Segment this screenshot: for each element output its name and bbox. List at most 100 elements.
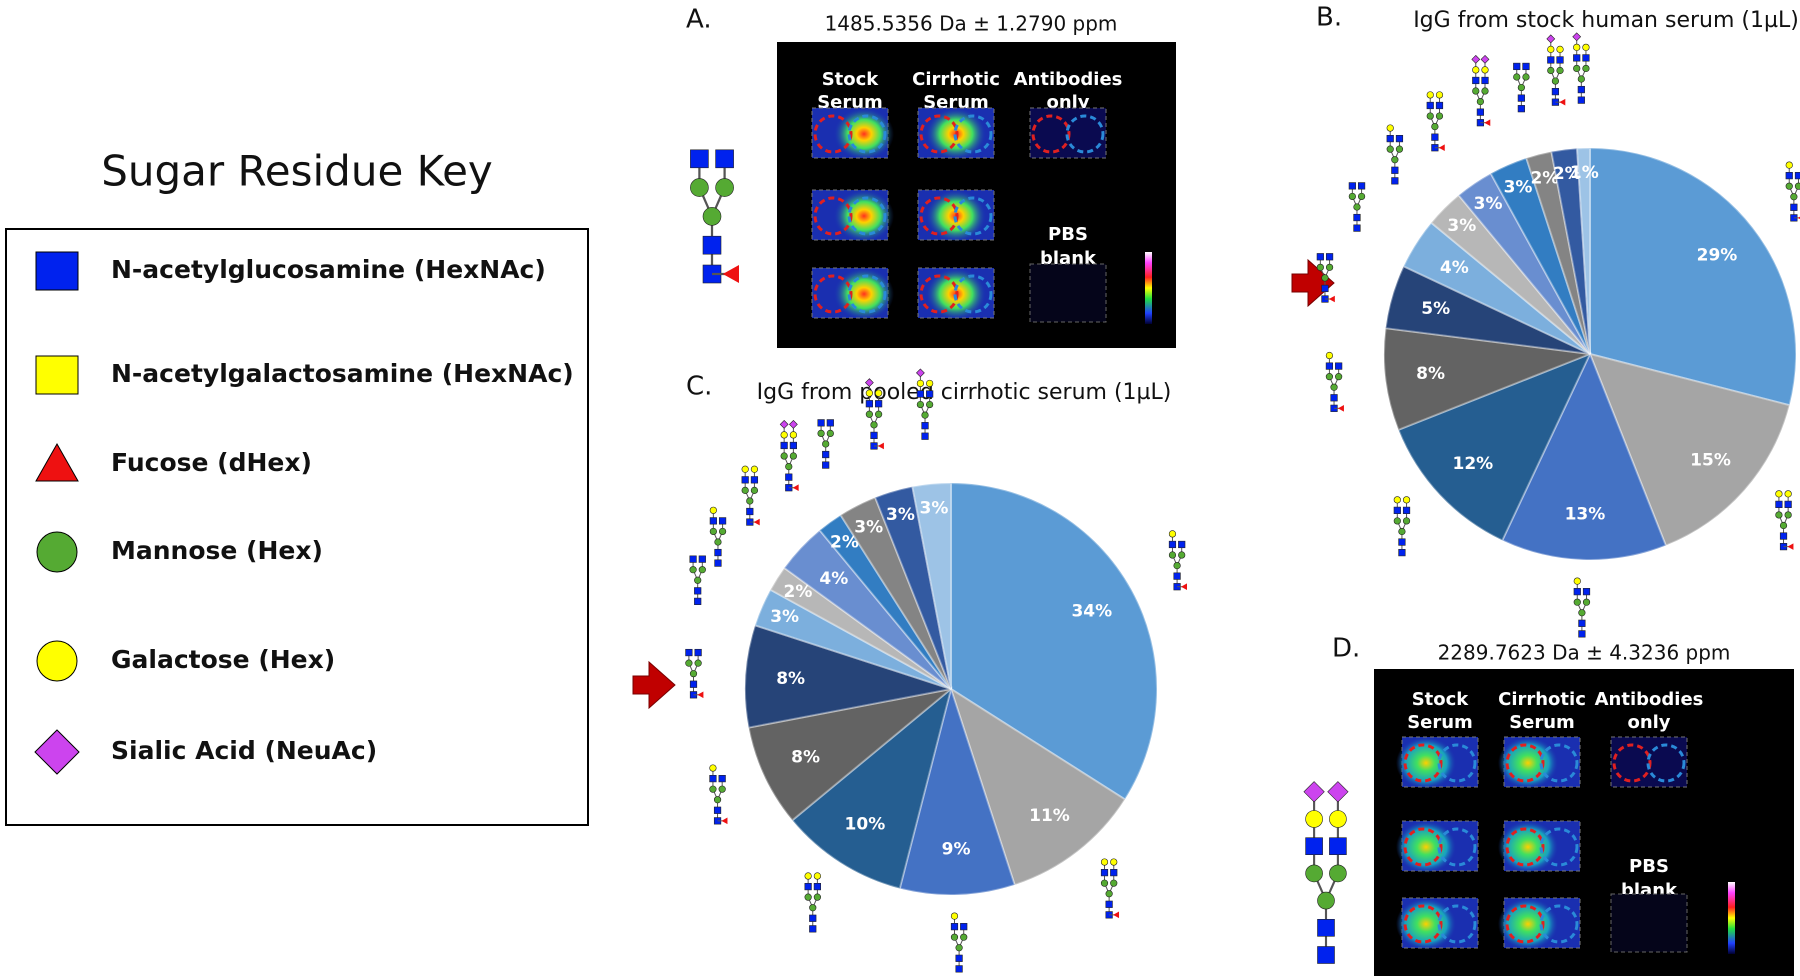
glycan-icon	[1785, 161, 1800, 222]
glycan-circle	[1321, 274, 1329, 282]
arrow	[632, 660, 676, 710]
glycan-circle	[1178, 551, 1186, 559]
glycan-diamond	[1572, 32, 1582, 42]
glycan-circle	[813, 893, 821, 901]
glycan-square	[1517, 94, 1525, 102]
glycan-circle	[804, 872, 812, 880]
glycan-circle	[870, 421, 878, 429]
slice-label: 34%	[1071, 602, 1112, 622]
glycan-circle	[1513, 73, 1521, 81]
column-header: only	[1046, 92, 1089, 113]
glycan-square	[926, 390, 934, 398]
dashed-circle	[1612, 743, 1652, 783]
well	[1610, 893, 1688, 953]
slice-label: 2%	[830, 532, 859, 552]
pie-slice	[1550, 147, 1591, 355]
glycan-triangle	[1328, 295, 1335, 303]
slice-label: 8%	[791, 747, 820, 767]
key-icon	[34, 729, 80, 775]
glycan-square	[718, 775, 726, 783]
column-header: Cirrhotic	[1498, 689, 1586, 710]
glycan-square	[689, 680, 698, 688]
glycan-icon	[779, 419, 799, 492]
column-header: only	[1627, 712, 1670, 733]
glycan-square	[822, 461, 830, 469]
glycan-circle	[875, 410, 883, 418]
slice-label: 3%	[886, 505, 915, 525]
key-icon	[35, 355, 79, 395]
glycan-square	[1325, 253, 1334, 261]
glycan-circle	[1790, 193, 1798, 201]
glycan-square	[1330, 394, 1338, 402]
slice-label: 9%	[942, 840, 971, 860]
glycan-square	[1578, 630, 1586, 638]
glycan-square	[1393, 506, 1401, 514]
glycan-circle	[1784, 490, 1792, 498]
glycan-circle	[804, 893, 812, 901]
pie-slice	[839, 496, 952, 690]
glycan-circle	[709, 764, 717, 772]
glycan-circle	[1393, 496, 1401, 504]
glycan-icon	[1573, 577, 1591, 638]
glycan-triangle	[1438, 144, 1445, 152]
pie-slice	[1384, 264, 1591, 355]
glycan-circle	[1573, 598, 1581, 606]
glycan-square	[1481, 76, 1489, 85]
slice-label: 3%	[1474, 194, 1503, 214]
glycan-square	[1435, 101, 1444, 110]
glycan-triangle	[722, 265, 739, 283]
panel-label: A.	[686, 5, 712, 35]
glycan-circle	[1402, 517, 1411, 525]
glycan-square	[694, 587, 702, 595]
glycan-square	[1353, 224, 1361, 232]
glycan-square	[694, 597, 702, 605]
glycan-circle	[1556, 45, 1564, 53]
glycan-square	[1513, 62, 1521, 71]
dashed-circle	[1505, 743, 1545, 783]
glycan-square	[955, 965, 963, 973]
key-label: Mannose (Hex)	[111, 536, 323, 565]
pie-slice	[1576, 146, 1591, 355]
glycan-square	[709, 517, 717, 525]
key-label: Galactose (Hex)	[111, 645, 335, 674]
glycan-icon	[864, 378, 884, 450]
glycan-square	[804, 882, 812, 891]
glycan-icon	[1303, 781, 1349, 964]
glycan-icon	[1325, 351, 1344, 412]
glycan-circle	[916, 400, 925, 409]
glycan-square	[1402, 506, 1411, 514]
glycan-circle	[780, 431, 788, 439]
key-label: Sialic Acid (NeuAc)	[111, 736, 377, 765]
glycan-square	[1348, 182, 1356, 190]
glycan-circle	[1556, 66, 1564, 75]
glycan-circle	[826, 429, 834, 438]
mass-title: 2289.7623 Da ± 4.3236 ppm	[1438, 641, 1731, 665]
glycan-circle	[1110, 879, 1118, 887]
glycan-square	[1522, 62, 1530, 71]
glycan-square	[1431, 133, 1439, 141]
glycan-circle	[950, 933, 959, 941]
glycan-circle	[1305, 864, 1323, 883]
dashed-circle	[1065, 114, 1105, 154]
glycan-circle	[1386, 145, 1394, 153]
glycan-circle	[709, 785, 717, 793]
glycan-diamond	[864, 378, 874, 387]
glycan-circle	[1426, 112, 1434, 120]
dashed-circle	[919, 114, 959, 154]
glycan-diamond	[1480, 54, 1490, 64]
glycan-square	[1325, 362, 1334, 370]
glycan-square	[1317, 946, 1335, 964]
glycan-square	[1785, 172, 1793, 180]
glycan-circle	[1472, 66, 1480, 74]
glycan-circle	[1435, 112, 1444, 120]
glycan-icon	[804, 872, 821, 933]
glycan-circle	[702, 207, 722, 226]
glycan-circle	[718, 527, 727, 536]
pie-slice	[818, 513, 952, 690]
glycan-circle	[1325, 263, 1334, 271]
pie-slice	[1397, 352, 1592, 542]
glycan-circle	[1110, 858, 1118, 866]
glycan-circle	[926, 400, 934, 409]
glycan-circle	[750, 465, 759, 473]
dashed-circle	[1403, 904, 1443, 944]
